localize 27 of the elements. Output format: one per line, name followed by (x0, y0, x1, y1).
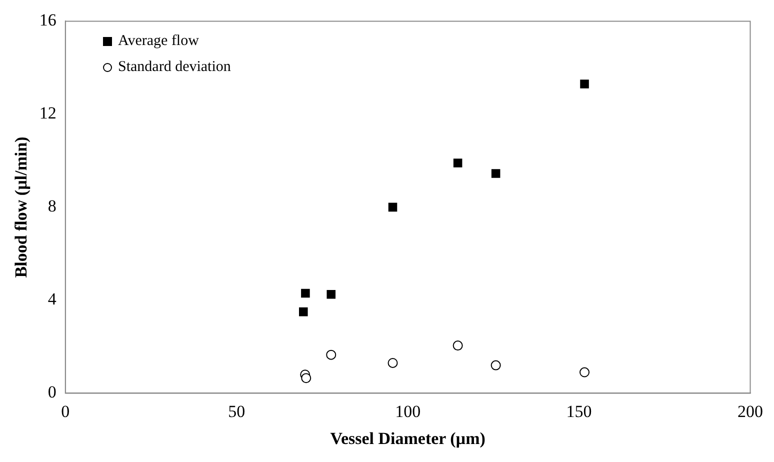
point (388, 358, 398, 368)
legend-label: Standard deviation (118, 58, 231, 77)
legend-label: Average flow (118, 32, 199, 51)
point (298, 307, 308, 316)
point (326, 290, 336, 299)
point (453, 158, 462, 168)
y-tick-label: 12 (39, 104, 56, 123)
point (490, 360, 501, 370)
x-tick-label: 50 (228, 402, 246, 421)
y-axis-title: Blood flow (µl/min) (12, 136, 31, 278)
x-tick-label: 150 (566, 402, 592, 421)
y-tick-label: 4 (48, 290, 57, 309)
point (301, 288, 310, 298)
y-tick-label: 0 (48, 382, 56, 402)
point (580, 80, 589, 88)
point (301, 373, 312, 384)
point (580, 367, 590, 378)
point (388, 202, 398, 212)
x-tick-label: 200 (738, 402, 763, 421)
y-tick-label: 16 (39, 10, 56, 30)
point (326, 350, 336, 360)
x-tick-label: 100 (395, 402, 421, 421)
x-tick-label: 0 (61, 402, 70, 421)
point (452, 340, 463, 351)
point (491, 169, 500, 178)
y-tick-label: 8 (48, 196, 56, 216)
x-axis-title: Vessel Diameter (µm) (330, 429, 486, 448)
